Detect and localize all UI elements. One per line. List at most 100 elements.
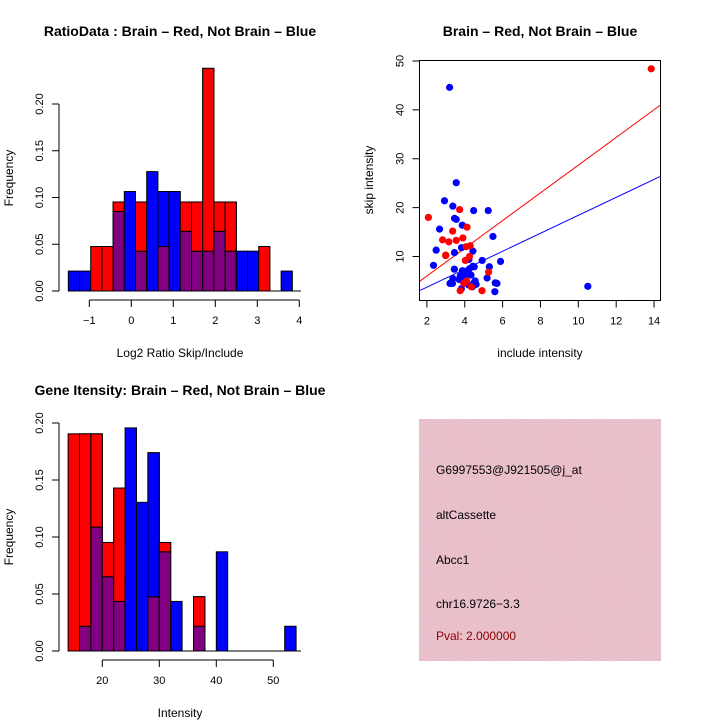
point-brain (478, 287, 486, 295)
point-not-brain (485, 263, 493, 271)
bar-not-brain (235, 250, 249, 292)
y-tick-label: 50 (395, 55, 407, 67)
bar-overlap (113, 600, 126, 652)
ratio-hist-xlabel: Log2 Ratio Skip/Include (117, 346, 244, 360)
point-not-brain (469, 247, 477, 255)
bar-not-brain (146, 171, 159, 292)
point-not-brain (471, 277, 479, 285)
x-tick-label: 50 (267, 675, 279, 687)
x-tick-label: 6 (500, 316, 506, 328)
x-tick-label: 8 (537, 316, 543, 328)
bar-brain-top (101, 541, 115, 578)
bar-not-brain-top (147, 452, 160, 598)
x-tick-label: 2 (424, 316, 430, 328)
bar-brain (258, 245, 271, 292)
bar-overlap (90, 526, 103, 652)
scatter-title: Brain – Red, Not Brain – Blue (443, 23, 638, 39)
point-not-brain (483, 274, 491, 282)
bar-not-brain (124, 427, 137, 652)
point-not-brain (489, 232, 497, 241)
point-brain (452, 236, 460, 244)
x-tick-label: 0 (128, 315, 134, 327)
y-tick-label: 40 (395, 104, 407, 116)
ratio-hist-title: RatioData : Brain – Red, Not Brain – Blu… (44, 23, 316, 39)
point-not-brain (493, 279, 501, 287)
bar-overlap (213, 230, 226, 292)
pval-text: Pval: 2.000000 (436, 629, 517, 643)
x-tick-label: 1 (170, 315, 176, 327)
bar-brain-top (90, 433, 103, 528)
bar-not-brain (123, 191, 137, 292)
scatter-fit-lines (419, 104, 661, 292)
point-brain (467, 283, 475, 291)
point-not-brain (432, 246, 440, 254)
point-not-brain (429, 261, 438, 269)
bar-overlap (147, 596, 160, 652)
bar-not-brain-top (157, 191, 170, 247)
point-brain (465, 252, 474, 261)
bar-brain (67, 433, 80, 652)
y-tick-label: 0.05 (34, 234, 46, 255)
ratio-hist-y-axis: 0.00 0.05 0.10 0.15 0.20 (34, 93, 60, 302)
y-tick-label: 0.15 (34, 140, 46, 161)
bar-overlap (112, 210, 125, 292)
bar-overlap (179, 230, 193, 292)
bar-not-brain (284, 625, 297, 652)
point-not-brain (449, 202, 457, 210)
bar-overlap (202, 250, 215, 292)
gene-hist-xlabel: Intensity (158, 706, 203, 720)
bar-brain-top (135, 201, 148, 252)
scatter-ylabel: skip intensity (362, 146, 376, 215)
point-brain (449, 227, 457, 235)
point-not-brain (465, 265, 474, 273)
ratio-histogram: RatioData : Brain – Red, Not Brain – Blu… (2, 23, 316, 360)
y-tick-label: 0.20 (34, 412, 46, 433)
point-brain (456, 205, 464, 214)
scatter-y-axis: 10 20 30 40 50 (395, 55, 420, 263)
point-not-brain (491, 288, 499, 296)
bar-overlap (193, 625, 206, 652)
point-not-brain (496, 257, 505, 265)
y-tick-label: 0.00 (34, 640, 46, 661)
x-tick-label: 4 (462, 316, 468, 328)
gene-hist-bars (67, 427, 297, 652)
y-tick-label: 0.05 (34, 583, 46, 604)
y-tick-label: 30 (395, 153, 407, 165)
point-not-brain (455, 275, 463, 284)
x-tick-label: 14 (648, 316, 660, 328)
scatter-xlabel: include intensity (497, 346, 582, 360)
bar-not-brain (168, 191, 181, 292)
y-tick-label: 0.15 (34, 469, 46, 490)
x-tick-label: 10 (572, 316, 584, 328)
gene-hist-title: Gene Itensity: Brain – Red, Not Brain – … (35, 382, 326, 398)
y-tick-label: 10 (395, 250, 407, 262)
point-not-brain (450, 248, 459, 257)
point-brain (456, 287, 464, 295)
point-not-brain (459, 270, 467, 278)
bar-brain (90, 245, 103, 292)
y-tick-label: 0.20 (34, 93, 46, 114)
fit-line-brain (419, 104, 661, 282)
bar-overlap (224, 250, 237, 292)
ratio-hist-ylabel: Frequency (2, 150, 16, 207)
x-tick-label: 4 (296, 315, 302, 327)
gene-hist-y-axis: 0.00 0.05 0.10 0.15 0.20 (34, 412, 60, 662)
point-not-brain (435, 225, 444, 233)
bar-not-brain (215, 551, 229, 652)
point-not-brain (440, 197, 449, 205)
point-brain (424, 213, 432, 222)
bar-brain-top (179, 201, 193, 232)
point-brain (438, 236, 447, 244)
bar-overlap (158, 551, 172, 652)
x-tick-label: 30 (153, 675, 165, 687)
bar-brain-top (193, 596, 206, 627)
ratio-hist-bars (67, 67, 293, 292)
bar-brain-top (202, 67, 215, 252)
bar-overlap (157, 245, 170, 292)
point-not-brain (478, 256, 486, 265)
event-type: altCassette (436, 508, 497, 522)
chromosome-location: chr16.9726−3.3 (436, 597, 520, 611)
point-not-brain (452, 179, 460, 187)
y-tick-label: 0.00 (34, 280, 46, 301)
